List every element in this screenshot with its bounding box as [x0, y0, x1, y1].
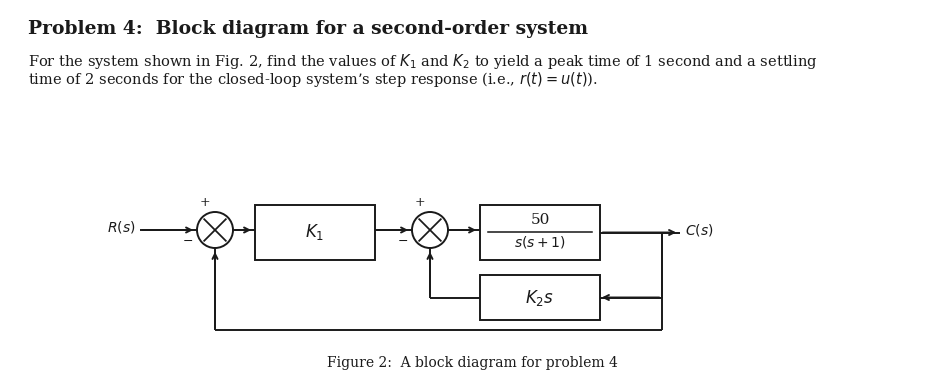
Text: $K_1$: $K_1$ — [305, 222, 325, 242]
Text: 50: 50 — [531, 213, 549, 227]
Text: $R(s)$: $R(s)$ — [107, 219, 135, 235]
Text: $C(s)$: $C(s)$ — [685, 222, 714, 237]
Circle shape — [412, 212, 448, 248]
Bar — [255, 205, 375, 260]
Text: −: − — [182, 235, 193, 248]
Bar — [480, 205, 600, 260]
Text: For the system shown in Fig. 2, find the values of $K_1$ and $K_2$ to yield a pe: For the system shown in Fig. 2, find the… — [28, 52, 818, 71]
Text: Figure 2:  A block diagram for problem 4: Figure 2: A block diagram for problem 4 — [327, 356, 617, 370]
Text: $s(s+1)$: $s(s+1)$ — [514, 234, 566, 251]
Bar — [480, 275, 600, 320]
Circle shape — [197, 212, 233, 248]
Text: +: + — [200, 196, 211, 209]
Text: +: + — [415, 196, 426, 209]
Text: Problem 4:  Block diagram for a second-order system: Problem 4: Block diagram for a second-or… — [28, 20, 588, 38]
Text: time of 2 seconds for the closed-loop system’s step response (i.e., $r(t) = u(t): time of 2 seconds for the closed-loop sy… — [28, 70, 598, 89]
Text: $K_2 s$: $K_2 s$ — [526, 288, 554, 308]
Text: −: − — [397, 235, 408, 248]
